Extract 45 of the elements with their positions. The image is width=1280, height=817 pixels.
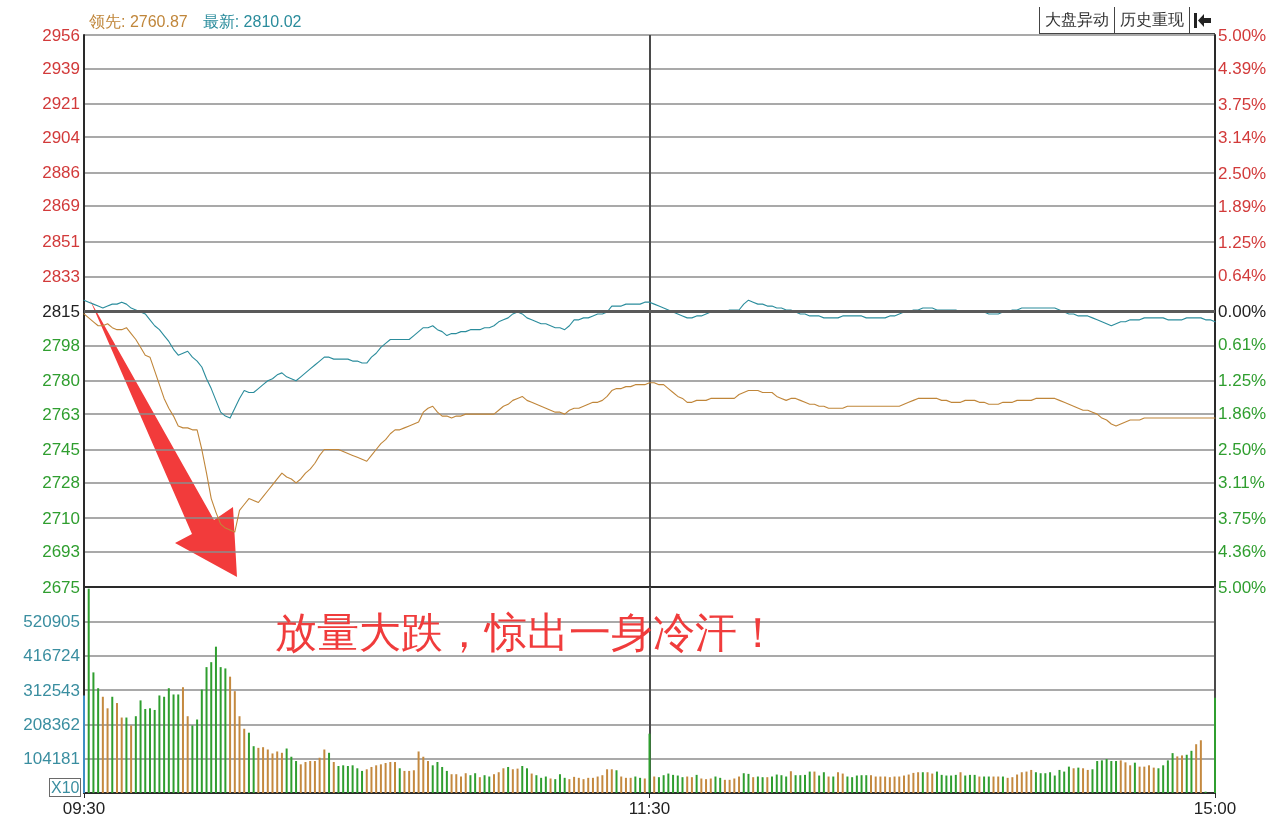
y2-tick-label: 4.39% — [1218, 59, 1267, 79]
text: 领先: 2760.87 — [89, 12, 188, 30]
y2-tick-label: 3.75% — [1218, 508, 1267, 528]
y-tick-label: 2869 — [42, 196, 80, 216]
y-tick-label: 2921 — [42, 94, 80, 114]
y-tick-label: 2886 — [42, 163, 80, 183]
y2-tick-label: 4.36% — [1218, 542, 1267, 562]
y-axis-title: X10 — [49, 778, 82, 797]
y2-tick-label: 0.00% — [1218, 301, 1267, 321]
x-tick-label: 11:30 — [628, 799, 671, 817]
y-tick-label: 2675 — [42, 577, 80, 597]
y-tick-label: 2745 — [42, 439, 80, 459]
y2-tick-label: 0.64% — [1218, 266, 1267, 286]
y2-tick-label: 5.00% — [1218, 577, 1267, 597]
y-tick-label: 2780 — [42, 371, 80, 391]
y-tick-label: 2693 — [42, 542, 80, 562]
y2-tick-label: 3.75% — [1218, 94, 1267, 114]
text: 最新: 2810.02 — [202, 12, 302, 30]
y-tick-label: 2798 — [42, 335, 80, 355]
y2-tick-label: 1.86% — [1218, 404, 1267, 424]
y-tick-label: 312543 — [23, 680, 80, 700]
y2-tick-label: 0.61% — [1218, 335, 1267, 355]
y-tick-label: 2833 — [42, 267, 80, 287]
y-tick-label: 520905 — [23, 611, 80, 631]
y-tick-label: 416724 — [23, 646, 80, 666]
y-tick-label: 2763 — [42, 404, 80, 424]
y2-tick-label: 1.25% — [1218, 232, 1267, 252]
y-tick-label: 104181 — [23, 749, 80, 769]
y2-tick-label: 1.89% — [1218, 197, 1267, 217]
y-tick-label: 208362 — [23, 714, 80, 734]
y-tick-label: 2710 — [42, 508, 80, 528]
y2-tick-label: 5.00% — [1218, 25, 1267, 45]
y-tick-label: 2815 — [42, 302, 80, 322]
y-tick-label: 2851 — [42, 231, 80, 251]
y2-tick-label: 2.50% — [1218, 163, 1267, 183]
y2-tick-label: 3.14% — [1218, 128, 1267, 148]
y2-tick-label: 1.25% — [1218, 370, 1267, 390]
y-tick-label: 2904 — [42, 127, 80, 147]
x-tick-label: 09:30 — [62, 799, 106, 817]
y-tick-label: 2939 — [42, 58, 80, 78]
y-tick-label: 2956 — [42, 25, 80, 45]
x-tick-label: 15:00 — [1193, 799, 1237, 817]
y2-tick-label: 2.50% — [1218, 439, 1267, 459]
y-tick-label: 2728 — [42, 473, 80, 493]
y2-tick-label: 3.11% — [1218, 473, 1265, 493]
